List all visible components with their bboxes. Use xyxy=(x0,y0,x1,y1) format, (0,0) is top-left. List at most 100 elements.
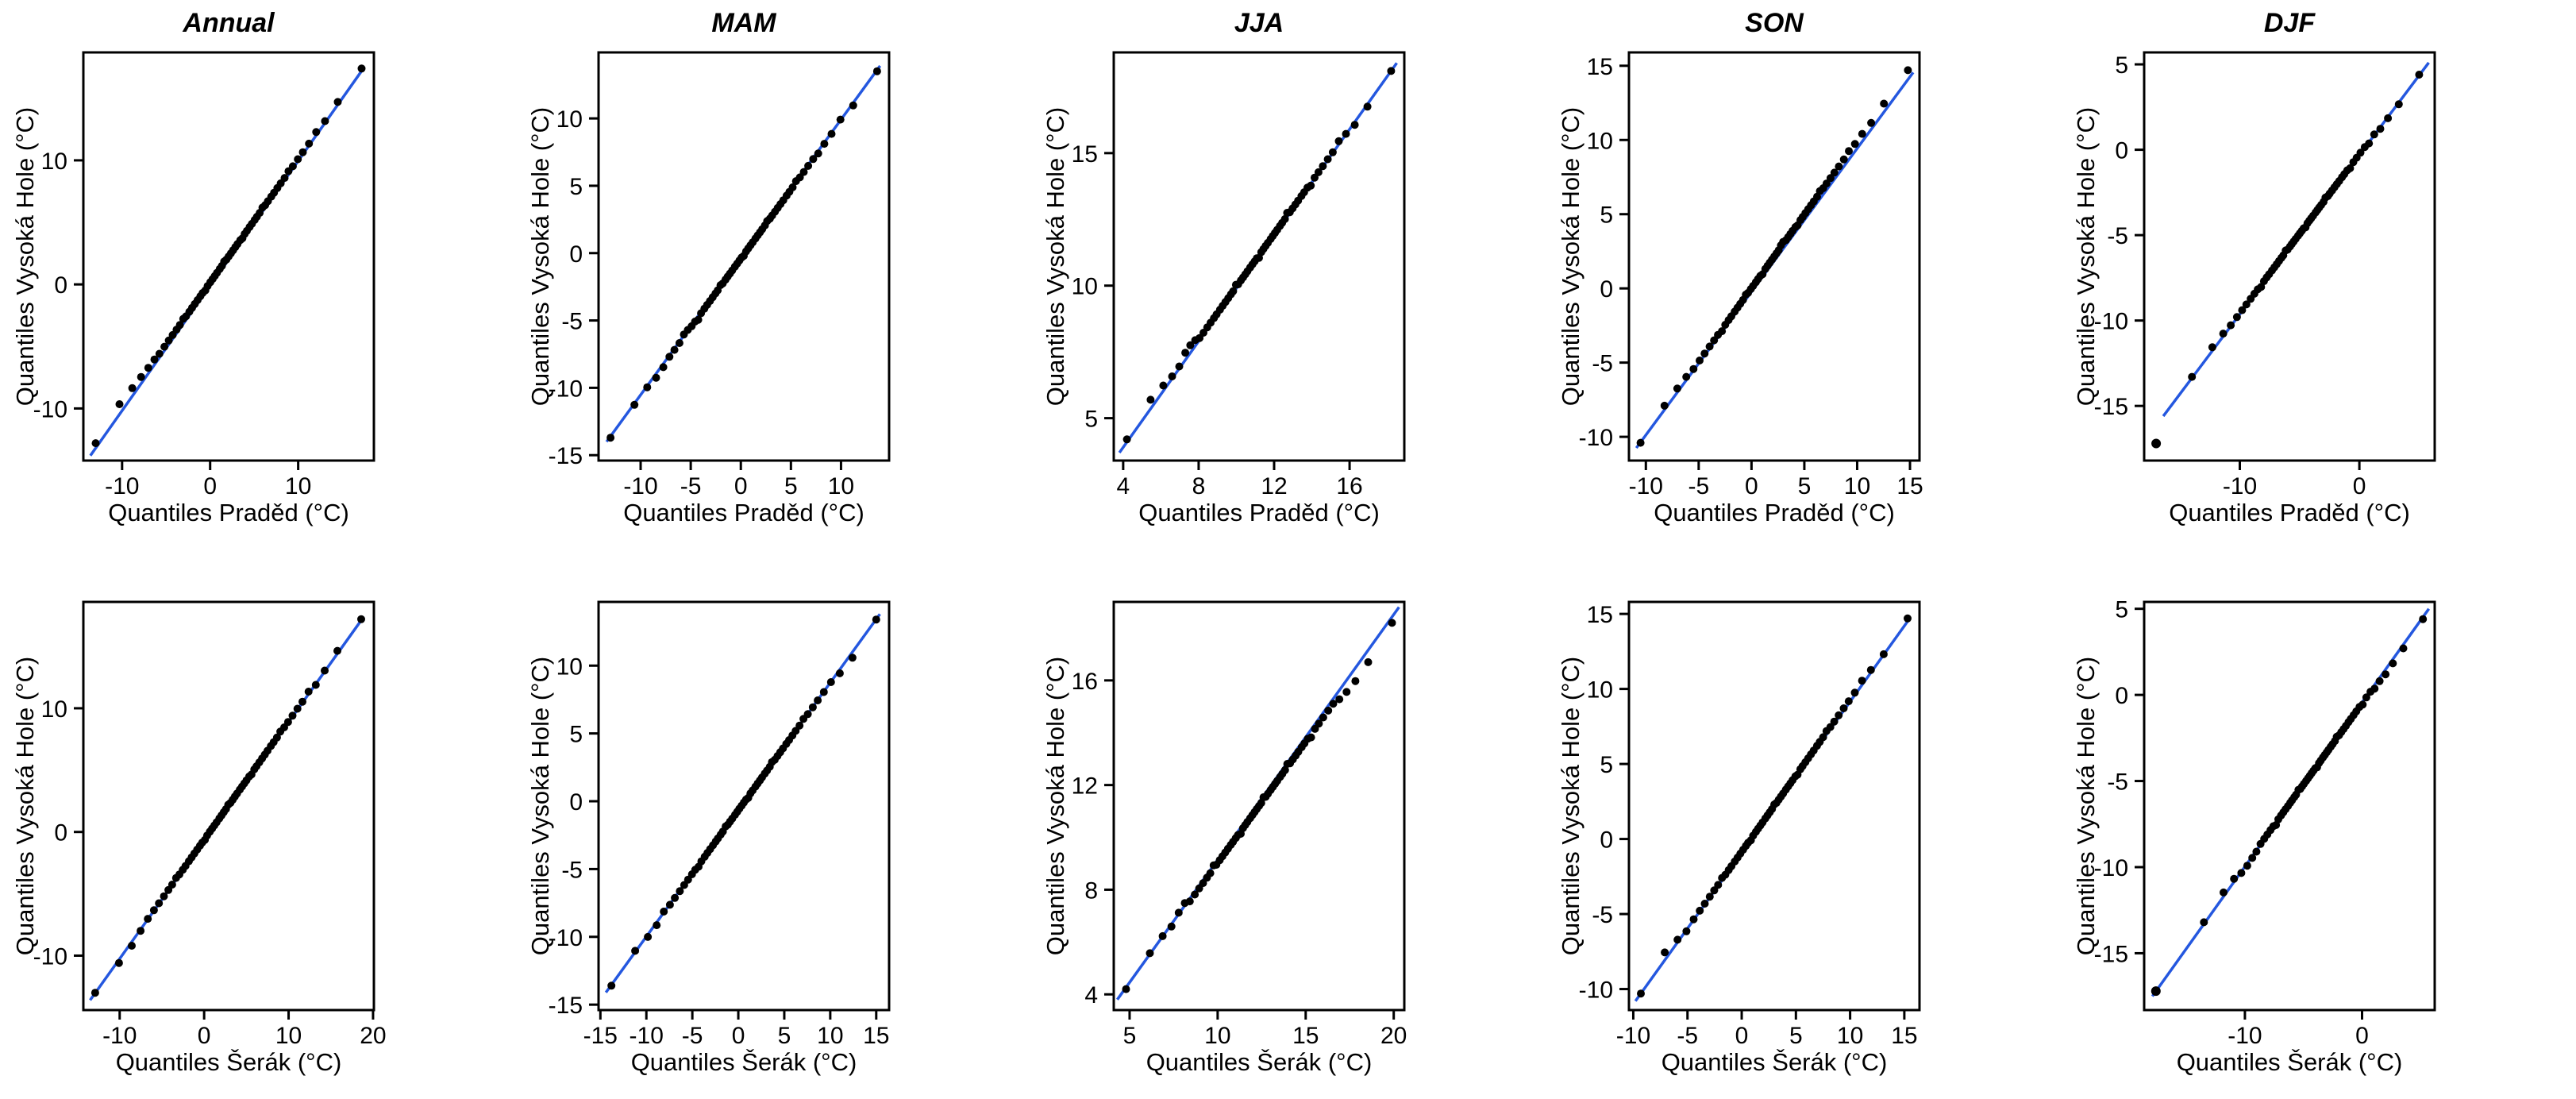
data-point xyxy=(1835,711,1843,719)
panel-cell-son-praded: SON -10 -5 0 5 10 15 -10 -5 0 5 10 15 Quantiles Pradě… xyxy=(1546,0,2061,550)
data-point xyxy=(820,140,829,148)
data-point xyxy=(2362,693,2370,702)
y-tick-label: -10 xyxy=(2094,309,2128,335)
data-point xyxy=(115,400,124,408)
plot-box xyxy=(2143,600,2436,1012)
y-tick-label: 0 xyxy=(54,820,67,846)
x-tick-label: 15 xyxy=(1292,1023,1319,1049)
plot-box xyxy=(82,51,375,462)
scatter-points xyxy=(606,67,881,442)
data-point xyxy=(826,678,835,686)
x-tick-label: 10 xyxy=(817,1023,843,1049)
x-axis-label: Quantiles Praděd (°C) xyxy=(1138,499,1380,526)
data-point xyxy=(2415,71,2424,79)
data-point xyxy=(1673,935,1682,944)
x-tick-label: -10 xyxy=(102,1023,137,1049)
data-point xyxy=(2389,659,2397,668)
data-point xyxy=(1329,700,1338,708)
data-point xyxy=(2375,677,2384,685)
y-tick-label: 15 xyxy=(1587,602,1613,628)
y-tick-label: -5 xyxy=(2107,769,2128,796)
data-point xyxy=(2394,100,2403,109)
data-point xyxy=(1351,677,1360,685)
data-point xyxy=(1364,657,1373,666)
data-point xyxy=(819,688,828,696)
x-axis-label: Quantiles Praděd (°C) xyxy=(623,499,864,526)
data-point xyxy=(304,688,313,696)
y-tick-label: 5 xyxy=(2115,597,2128,623)
data-point xyxy=(1866,665,1875,674)
data-point xyxy=(1844,697,1853,706)
data-point xyxy=(1315,719,1323,728)
data-point xyxy=(175,321,184,330)
y-tick-label: 12 xyxy=(1072,773,1098,800)
data-point xyxy=(1705,342,1714,351)
data-point xyxy=(694,315,703,324)
data-point xyxy=(1637,989,1645,998)
data-point xyxy=(128,384,137,392)
data-point xyxy=(643,383,652,391)
data-point xyxy=(298,148,307,156)
x-tick-label: -10 xyxy=(1616,1023,1650,1049)
data-point xyxy=(1696,906,1704,915)
data-point xyxy=(150,355,159,364)
panel-cell-mam-praded: MAM -10 -5 0 5 10 -15 -10 -5 0 5 10 Quantiles Praděd… xyxy=(515,0,1030,550)
data-point xyxy=(1700,349,1709,358)
data-point xyxy=(803,710,812,719)
x-tick-label: 5 xyxy=(1123,1023,1137,1049)
data-point xyxy=(814,696,822,704)
x-tick-label: 10 xyxy=(1844,473,1870,499)
data-point xyxy=(2365,139,2374,148)
data-point xyxy=(1819,733,1827,742)
data-point xyxy=(137,927,145,935)
data-point xyxy=(2248,854,2257,862)
data-point xyxy=(827,129,836,138)
y-tick-label: -10 xyxy=(33,396,67,422)
data-point xyxy=(2200,918,2208,927)
data-point xyxy=(149,906,158,915)
data-point xyxy=(1858,677,1866,685)
data-point xyxy=(799,168,808,176)
data-point xyxy=(2242,300,2251,309)
data-point xyxy=(1314,168,1323,176)
scatter-points xyxy=(1637,614,1912,998)
data-point xyxy=(1835,162,1843,171)
data-point xyxy=(659,363,668,372)
y-tick-label: -15 xyxy=(2094,941,2128,967)
data-point xyxy=(1158,931,1167,940)
x-tick-label: 10 xyxy=(1837,1023,1863,1049)
data-point xyxy=(835,669,844,677)
x-tick-label: 10 xyxy=(285,473,311,499)
x-tick-label: -5 xyxy=(682,1023,703,1049)
data-point xyxy=(1307,181,1315,190)
x-tick-label: 20 xyxy=(360,1023,386,1049)
data-point xyxy=(606,434,615,442)
data-point xyxy=(808,703,817,711)
x-tick-label: 16 xyxy=(1336,473,1362,499)
data-point xyxy=(2243,862,2251,870)
scatter-points xyxy=(91,64,366,448)
data-point xyxy=(2219,330,2228,338)
y-tick-label: 0 xyxy=(2115,683,2128,709)
y-axis-label: Quantiles Vysoká Hole (°C) xyxy=(1557,657,1584,956)
y-tick-label: -5 xyxy=(561,857,583,883)
x-tick-label: 0 xyxy=(198,1023,211,1049)
data-point xyxy=(665,353,674,361)
y-tick-label: 5 xyxy=(2115,52,2128,79)
data-point xyxy=(1324,706,1333,715)
data-point xyxy=(91,439,100,448)
y-axis-label: Quantiles Vysoká Hole (°C) xyxy=(526,107,554,407)
panel-cell-djf-serak: -10 0 -15 -10 -5 0 5 Quantiles Šerák (°C) Quanti… xyxy=(2061,550,2576,1099)
plot-box xyxy=(597,51,891,462)
data-point xyxy=(333,98,342,106)
data-point xyxy=(676,887,684,896)
x-tick-label: -10 xyxy=(623,473,657,499)
y-tick-label: -15 xyxy=(2094,394,2128,420)
y-tick-label: 5 xyxy=(569,722,583,748)
y-tick-label: 0 xyxy=(1600,827,1613,854)
data-point xyxy=(809,155,818,164)
y-tick-label: -5 xyxy=(1592,351,1613,377)
qq-panel-jja-praded: JJA 4 8 12 16 5 10 15 Quantiles Praděd (°C) Quant… xyxy=(1042,8,1406,526)
scatter-points xyxy=(1122,67,1396,444)
